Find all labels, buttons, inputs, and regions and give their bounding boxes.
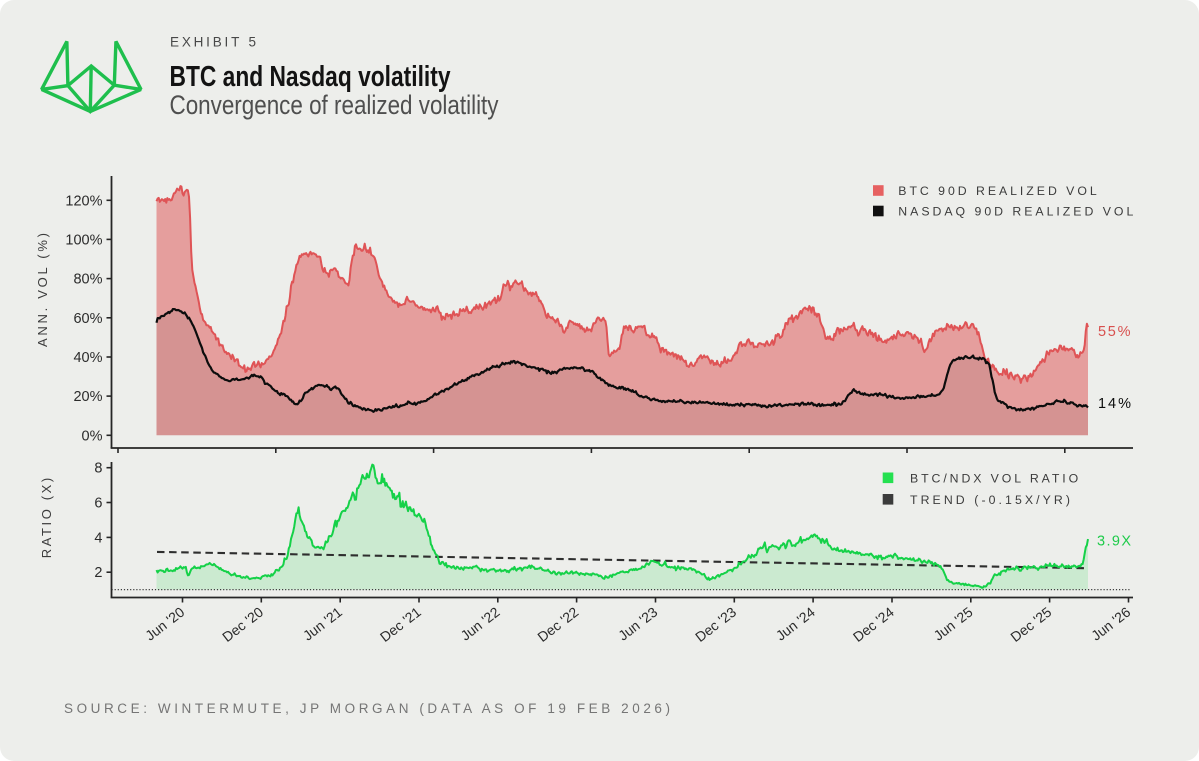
svg-text:BTC/NDX VOL RATIO: BTC/NDX VOL RATIO: [910, 471, 1078, 485]
svg-text:BTC and Nasdaq volatility: BTC and Nasdaq volatility: [170, 61, 451, 93]
svg-text:0%: 0%: [82, 428, 103, 444]
svg-text:4: 4: [94, 530, 102, 546]
svg-text:55%: 55%: [1098, 324, 1131, 340]
svg-text:TREND (-0.15X/YR): TREND (-0.15X/YR): [910, 493, 1070, 507]
svg-text:120%: 120%: [65, 193, 102, 209]
svg-text:Convergence of realized volati: Convergence of realized volatility: [170, 90, 499, 120]
svg-text:RATIO (X): RATIO (X): [39, 478, 54, 559]
svg-text:14%: 14%: [1098, 396, 1131, 412]
svg-text:8: 8: [94, 461, 102, 477]
svg-text:6: 6: [94, 496, 102, 512]
svg-text:3.9X: 3.9X: [1097, 534, 1131, 550]
svg-text:SOURCE: WINTERMUTE, JP MORGAN: SOURCE: WINTERMUTE, JP MORGAN (DATA AS O…: [64, 701, 670, 716]
svg-text:EXHIBIT 5: EXHIBIT 5: [170, 35, 259, 50]
svg-text:20%: 20%: [73, 389, 102, 405]
svg-text:2: 2: [94, 565, 102, 581]
svg-text:80%: 80%: [73, 272, 102, 288]
svg-text:100%: 100%: [65, 232, 102, 248]
svg-text:60%: 60%: [73, 311, 102, 327]
svg-text:40%: 40%: [73, 350, 102, 366]
svg-text:NASDAQ 90D REALIZED VOL: NASDAQ 90D REALIZED VOL: [898, 204, 1133, 218]
